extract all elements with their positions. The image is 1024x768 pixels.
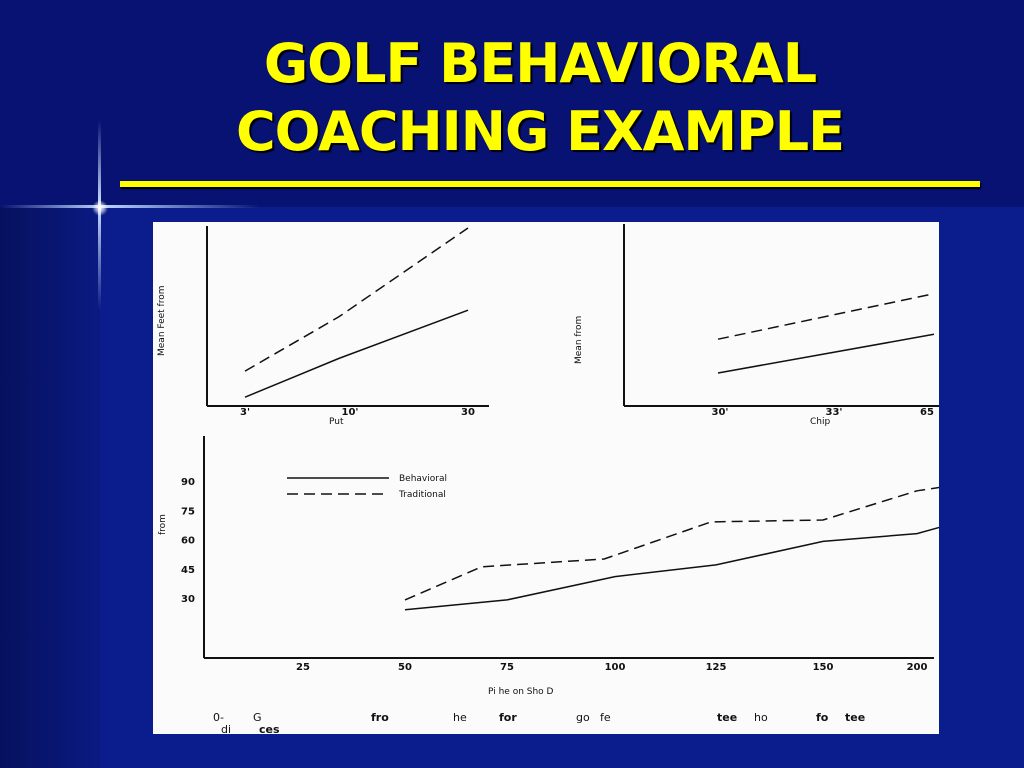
pitch-series-behavioral-line (404, 526, 939, 611)
title-line-2: COACHING EXAMPLE (235, 100, 845, 163)
caption-fragment-7: tee (717, 711, 737, 724)
caption-fragment-9: fo (816, 711, 829, 724)
putting-x-label: Put (329, 417, 344, 427)
pitch-series-traditional-line (404, 486, 939, 601)
pitch-y-tick-0: 30 (181, 594, 195, 605)
putting-chart: Mean Feet from 3' 10' 30 Put (157, 226, 489, 427)
pitch-chart: from 30 45 60 75 90 25 50 75 100 125 150 200 Pi he… (158, 436, 939, 697)
putting-x-tick-2: 30 (461, 407, 475, 418)
pitch-x-tick-0: 25 (296, 662, 310, 673)
chipping-x-tick-1: 33' (826, 407, 843, 418)
caption-fragment-8: ho (754, 711, 768, 724)
title-line-1: GOLF BEHAVIORAL (263, 32, 817, 95)
pitch-x-label: Pi he on Sho D (488, 687, 554, 697)
pitch-y-tick-2: 60 (181, 536, 195, 547)
legend-behavioral-label: Behavioral (399, 474, 447, 484)
pitch-x-tick-6: 200 (907, 662, 928, 673)
caption-fragment-11: di (221, 723, 231, 734)
putting-x-tick-0: 3' (240, 407, 250, 418)
caption: 0- G fro he for go fe tee ho fo tee di c… (213, 711, 865, 734)
pitch-x-tick-3: 100 (605, 662, 626, 673)
putting-series-solid-line (244, 309, 469, 398)
background-title-band (0, 0, 1024, 207)
caption-fragment-5: go (576, 711, 590, 724)
caption-fragment-0: 0- (213, 711, 224, 724)
chipping-series-dashed-line (717, 292, 935, 340)
chart-image-panel: Mean Feet from 3' 10' 30 Put Mean from 3… (153, 222, 939, 734)
slide-title: GOLF BEHAVIORAL COACHING EXAMPLE (100, 30, 980, 166)
decor-star-icon (92, 200, 108, 216)
putting-y-label: Mean Feet from (157, 286, 167, 356)
pitch-x-tick-4: 125 (706, 662, 727, 673)
pitch-x-tick-2: 75 (500, 662, 514, 673)
caption-fragment-10: tee (845, 711, 865, 724)
pitch-y-tick-3: 75 (181, 506, 195, 517)
pitch-y-ticks: 30 45 60 75 90 (181, 477, 195, 605)
decor-horizontal-line (0, 205, 260, 208)
chipping-series-solid-line (717, 333, 935, 374)
pitch-y-label: from (158, 514, 168, 535)
caption-fragment-4: for (499, 711, 517, 724)
caption-fragment-6: fe (600, 711, 611, 724)
chipping-x-tick-0: 30' (712, 407, 729, 418)
pitch-y-tick-1: 45 (181, 565, 195, 576)
putting-x-tick-1: 10' (342, 407, 359, 418)
legend-traditional-label: Traditional (398, 490, 446, 500)
charts-svg: Mean Feet from 3' 10' 30 Put Mean from 3… (157, 224, 939, 734)
caption-fragment-12: ces (259, 723, 280, 734)
chipping-chart: Mean from 30' 33' 65 Chip (574, 224, 939, 427)
chipping-y-label: Mean from (574, 316, 584, 364)
caption-fragment-3: he (453, 711, 467, 724)
pitch-x-tick-5: 150 (813, 662, 834, 673)
putting-series-dashed-line (244, 227, 469, 372)
chipping-x-tick-2: 65 (920, 407, 934, 418)
title-underline (120, 181, 980, 187)
caption-fragment-1: G (253, 711, 262, 724)
chipping-x-label: Chip (810, 417, 830, 427)
caption-fragment-2: fro (371, 711, 389, 724)
pitch-x-ticks: 25 50 75 100 125 150 200 (296, 662, 927, 673)
pitch-x-tick-1: 50 (398, 662, 412, 673)
pitch-y-tick-4: 90 (181, 477, 195, 488)
